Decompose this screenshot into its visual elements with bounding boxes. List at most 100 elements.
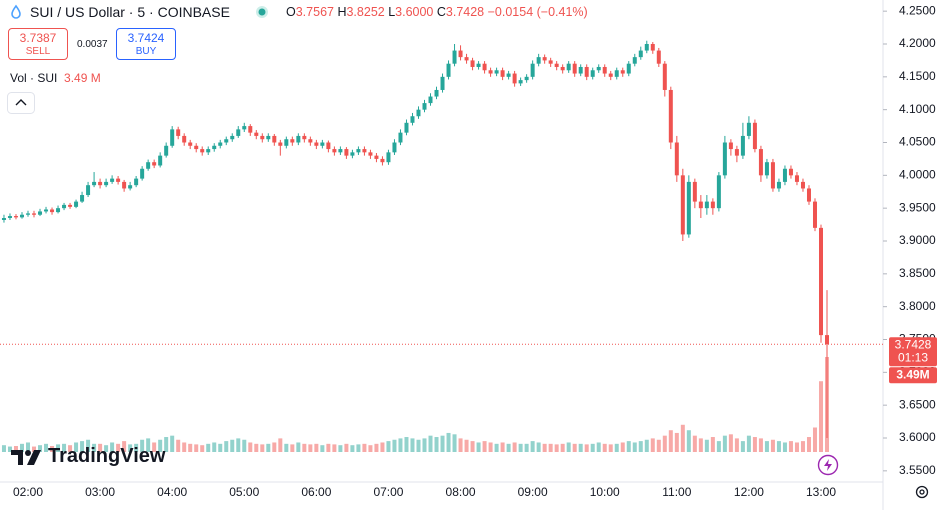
- candle-body: [242, 126, 247, 130]
- volume-bar: [494, 443, 499, 452]
- candle-body: [794, 175, 799, 182]
- candle-body: [554, 63, 559, 67]
- volume-bar: [704, 439, 709, 452]
- candle-body: [326, 142, 331, 150]
- candle-body: [524, 76, 529, 81]
- x-tick-label: 13:00: [806, 485, 836, 499]
- volume-bar: [770, 439, 775, 452]
- volume-bar: [314, 443, 319, 452]
- candle-body: [7, 216, 12, 219]
- logo-text: TradingView: [48, 445, 166, 467]
- candle-body: [434, 89, 439, 97]
- candle-body: [44, 209, 49, 212]
- y-tick-label: 3.6500: [899, 397, 936, 411]
- candle-body: [170, 129, 175, 146]
- candle-body: [608, 73, 613, 77]
- candle-body: [86, 185, 91, 196]
- volume-bar: [296, 442, 301, 452]
- volume-bar: [590, 443, 595, 452]
- ohlc-legend: O3.7567 H3.8252 L3.6000 C3.7428 −0.0154 …: [286, 5, 588, 19]
- ohlc-value: 3.7428: [445, 5, 485, 19]
- candle-body: [812, 201, 817, 228]
- market-status[interactable]: [255, 5, 269, 19]
- volume-bar: [656, 439, 661, 452]
- x-tick-label: 06:00: [301, 485, 331, 499]
- volume-bar: [746, 435, 751, 452]
- volume-bar: [80, 441, 85, 452]
- ohlc-key: C: [436, 5, 446, 19]
- sell-price: 3.7387: [19, 31, 57, 45]
- candle-body: [758, 149, 763, 176]
- logo-mark: [11, 450, 41, 465]
- symbol-icon: [11, 4, 21, 19]
- candle-body: [806, 188, 811, 202]
- volume-label-box: [889, 367, 937, 384]
- volume-bar: [530, 441, 535, 452]
- candle-body: [80, 195, 85, 202]
- volume-bar: [230, 439, 235, 452]
- countdown: 01:13: [898, 350, 928, 364]
- candle-body: [410, 116, 415, 123]
- candle-body: [722, 142, 727, 176]
- candle-body: [110, 178, 115, 182]
- candle-body: [452, 50, 457, 64]
- volume-bar: [74, 442, 79, 452]
- candle-body: [674, 142, 679, 176]
- y-tick-label: 4.1000: [899, 102, 936, 116]
- volume-bar: [182, 442, 187, 452]
- volume-bar: [13, 446, 18, 452]
- volume-bar: [200, 445, 205, 452]
- x-tick-label: 07:00: [373, 485, 403, 499]
- candle-body: [764, 162, 769, 176]
- candle-body: [638, 50, 643, 58]
- volume-bar: [350, 445, 355, 452]
- candle-body: [116, 178, 121, 182]
- candle-body: [776, 181, 781, 189]
- candle-body: [134, 178, 139, 186]
- symbol-title: SUI / US Dollar · 5 · COINBASE: [30, 4, 230, 20]
- volume-bar: [104, 445, 109, 452]
- volume-bar: [266, 443, 271, 452]
- volume-bar: [398, 438, 403, 452]
- x-tick-label: 05:00: [229, 485, 259, 499]
- candle-body: [632, 57, 637, 64]
- candle-body: [200, 149, 205, 153]
- candle-body: [728, 142, 733, 150]
- alert-icon[interactable]: [817, 454, 839, 476]
- volume-bar: [386, 441, 391, 452]
- buy-button[interactable]: 3.7424 BUY: [116, 28, 176, 60]
- candle-body: [740, 135, 745, 156]
- volume-bar: [146, 438, 151, 452]
- volume-bar: [176, 439, 181, 452]
- volume-bar: [819, 381, 823, 452]
- candle-body: [236, 129, 241, 136]
- volume-bar: [458, 438, 463, 452]
- volume-bar: [572, 443, 577, 452]
- candle-body: [62, 204, 67, 209]
- volume-bar: [152, 442, 157, 452]
- candle-body: [494, 70, 499, 74]
- candle-body: [530, 63, 535, 77]
- volume-bar: [776, 441, 781, 452]
- volume-bar: [392, 439, 397, 452]
- volume-bar: [272, 442, 277, 452]
- volume-bar: [50, 446, 55, 452]
- sell-button[interactable]: 3.7387 SELL: [8, 28, 68, 60]
- settings-icon[interactable]: [914, 484, 930, 500]
- volume-bar: [680, 424, 685, 452]
- candle-body: [218, 142, 223, 146]
- volume-bar: [788, 441, 793, 452]
- candle-body: [188, 142, 193, 146]
- spread: 0.0037: [77, 39, 108, 50]
- candle-body: [278, 142, 283, 146]
- candle-body: [212, 145, 217, 150]
- candle-body: [590, 70, 595, 77]
- candle-body: [698, 201, 703, 209]
- collapse-button[interactable]: [7, 92, 35, 114]
- volume-bar: [302, 443, 307, 452]
- candle-body: [386, 152, 391, 163]
- volume-bar: [260, 444, 265, 452]
- candle-body: [470, 60, 475, 67]
- volume-bar: [446, 432, 451, 452]
- volume-bar: [650, 438, 655, 452]
